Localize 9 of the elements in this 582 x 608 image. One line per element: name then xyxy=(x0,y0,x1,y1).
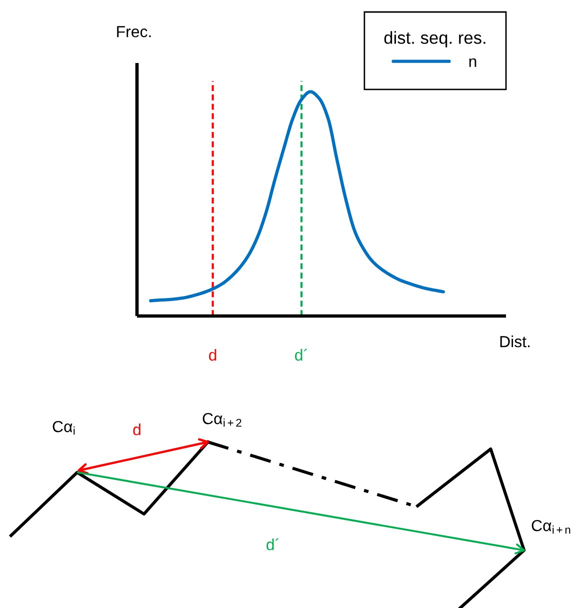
text: Cα$_{i+n}$ xyxy=(532,520,570,534)
legend-label: n xyxy=(469,58,476,67)
text: Cα$_{i}$ xyxy=(52,420,75,435)
legend-title: dist. seq. res. xyxy=(384,31,486,48)
text: Cα$_{i+2}$ xyxy=(202,412,242,427)
x-axis-title: Dist. xyxy=(500,336,530,348)
y-axis-title: Frec. xyxy=(117,26,151,38)
text: d´ xyxy=(266,538,279,550)
text: d xyxy=(133,424,140,436)
